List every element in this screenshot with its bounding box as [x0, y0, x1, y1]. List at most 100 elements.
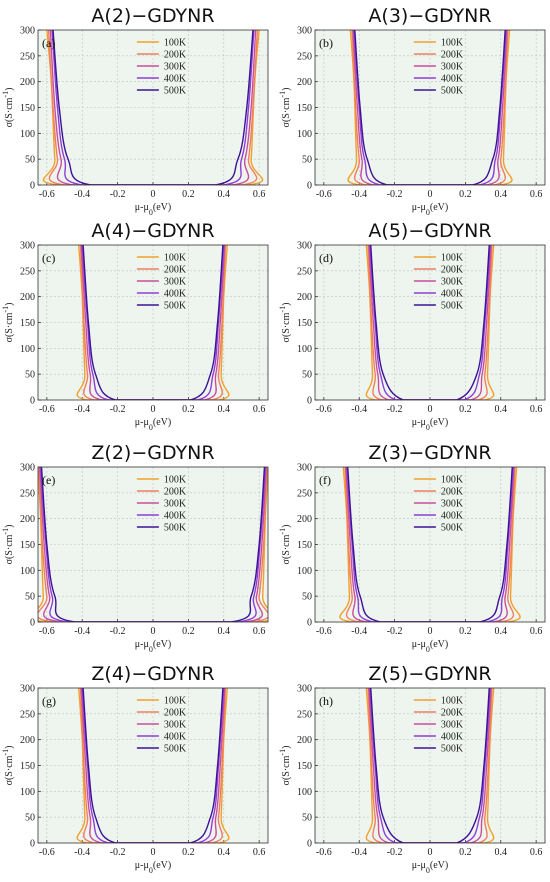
series-line-500K	[354, 30, 506, 185]
x-tick-label: -0.2	[387, 404, 403, 415]
y-axis-label: σ(S·cm-1)	[278, 303, 293, 343]
x-tick-label: -0.6	[316, 626, 332, 637]
x-tick-label: -0.6	[39, 626, 55, 637]
series-line-300K	[39, 467, 267, 622]
legend-label-300K: 300K	[441, 499, 464, 510]
x-tick-label: -0.4	[351, 626, 367, 637]
y-tick-label: 0	[30, 618, 35, 629]
legend-label-400K: 400K	[164, 289, 187, 300]
y-tick-label: 150	[297, 540, 312, 551]
x-tick-label: -0.6	[39, 189, 55, 200]
panel-letter: (f)	[319, 473, 331, 487]
series-line-300K	[368, 688, 492, 843]
x-tick-label: -0.2	[387, 189, 403, 200]
gridlines	[38, 30, 268, 185]
legend-label-500K: 500K	[441, 523, 464, 534]
y-tick-label: 250	[297, 488, 312, 499]
x-tick-label: 0	[428, 626, 433, 637]
legend-label-400K: 400K	[164, 511, 187, 522]
y-tick-label: 0	[307, 839, 312, 850]
panel-title: A(5)−GDYNR	[368, 220, 491, 242]
x-tick-label: 0	[428, 847, 433, 858]
series-line-400K	[369, 245, 491, 400]
x-tick-label: -0.4	[351, 189, 367, 200]
y-tick-label: 150	[297, 103, 312, 114]
y-tick-label: 200	[20, 735, 35, 746]
y-tick-label: 300	[20, 241, 35, 252]
y-tick-label: 0	[307, 396, 312, 407]
legend-label-500K: 500K	[164, 86, 187, 97]
x-tick-label: 0.4	[218, 847, 231, 858]
series-line-300K	[80, 245, 226, 400]
x-tick-label: -0.2	[110, 189, 126, 200]
legend-label-200K: 200K	[164, 708, 187, 719]
x-tick-label: 0	[151, 626, 156, 637]
legend-label-300K: 300K	[441, 277, 464, 288]
y-tick-label: 0	[307, 618, 312, 629]
x-tick-label: -0.4	[74, 626, 90, 637]
legend-label-100K: 100K	[441, 253, 464, 264]
gridlines	[315, 467, 545, 622]
x-tick-label: -0.6	[316, 404, 332, 415]
series-line-200K	[351, 30, 509, 185]
x-tick-label: -0.4	[351, 404, 367, 415]
y-axis-label: σ(S·cm-1)	[1, 525, 16, 565]
y-tick-label: 0	[30, 839, 35, 850]
x-tick-label: 0.2	[182, 404, 195, 415]
series-line-300K	[368, 245, 492, 400]
panel-d: A(5)−GDYNR -0.6 -0.4 -0.2 0 0.2 0.4 0.6 0 50 100 15…	[278, 220, 546, 432]
legend-label-500K: 500K	[164, 523, 187, 534]
x-tick-label: 0.6	[253, 404, 266, 415]
gridlines	[38, 245, 268, 400]
x-tick-label: 0.2	[459, 847, 472, 858]
series-lines	[38, 467, 268, 622]
series-line-500K	[82, 688, 224, 843]
x-axis-label: μ-μ0(eV)	[412, 639, 448, 654]
y-tick-label: 150	[20, 761, 35, 772]
x-axis-label: μ-μ0(eV)	[135, 639, 171, 654]
x-tick-label: -0.2	[387, 847, 403, 858]
y-tick-label: 50	[25, 813, 35, 824]
x-tick-label: 0	[428, 189, 433, 200]
legend-label-300K: 300K	[441, 720, 464, 731]
x-tick-label: 0.4	[218, 626, 231, 637]
legend-label-300K: 300K	[164, 277, 187, 288]
series-line-400K	[51, 30, 255, 185]
axes-frame	[37, 687, 269, 844]
series-line-400K	[346, 467, 514, 622]
x-tick-label: 0.6	[253, 626, 266, 637]
legend-label-400K: 400K	[441, 289, 464, 300]
legend-label-500K: 500K	[441, 744, 464, 755]
panel-title: Z(3)−GDYNR	[368, 442, 491, 464]
y-tick-label: 200	[297, 292, 312, 303]
y-tick-label: 200	[20, 77, 35, 88]
x-tick-label: 0.2	[182, 626, 195, 637]
y-axis-label: σ(S·cm-1)	[278, 525, 293, 565]
y-tick-label: 50	[25, 155, 35, 166]
legend-label-200K: 200K	[164, 265, 187, 276]
y-tick-label: 100	[20, 129, 35, 140]
gridlines	[38, 688, 268, 843]
panel-title: A(2)−GDYNR	[91, 5, 214, 27]
y-tick-label: 150	[20, 103, 35, 114]
legend-label-400K: 400K	[441, 511, 464, 522]
y-tick-label: 50	[302, 592, 312, 603]
gridlines	[315, 245, 545, 400]
x-tick-label: 0	[151, 404, 156, 415]
series-line-400K	[81, 245, 225, 400]
gridlines	[315, 688, 545, 843]
axes-frame	[314, 244, 546, 401]
series-lines	[365, 688, 495, 843]
x-tick-label: 0.2	[459, 404, 472, 415]
legend-label-400K: 400K	[441, 732, 464, 743]
y-tick-label: 50	[25, 592, 35, 603]
x-axis-label: μ-μ0(eV)	[412, 860, 448, 875]
x-tick-label: -0.2	[110, 404, 126, 415]
y-tick-label: 0	[30, 396, 35, 407]
x-tick-label: -0.6	[316, 189, 332, 200]
